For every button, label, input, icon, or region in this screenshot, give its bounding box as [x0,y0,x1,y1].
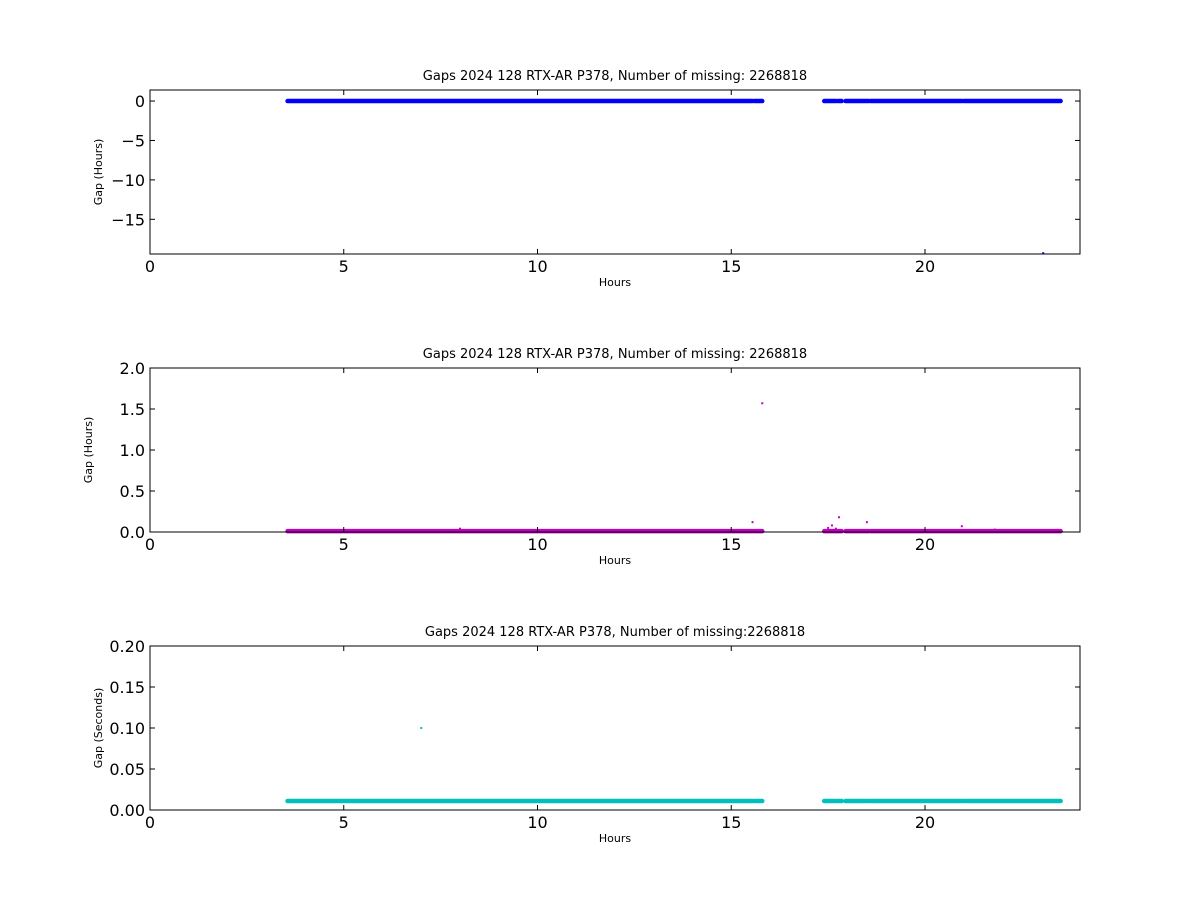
x-tick-label: 5 [339,813,349,832]
x-tick-label: 15 [721,535,741,554]
axes-frame [149,645,1081,811]
x-axis-label: Hours [599,832,631,845]
y-tick-label: −10 [111,171,145,190]
y-tick-label: 0.05 [109,760,145,779]
y-axis-label: Gap (Hours) [82,417,95,484]
x-tick-label: 5 [339,257,349,276]
y-tick-label: 0.15 [109,678,145,697]
x-axis-label: Hours [599,276,631,289]
y-axis-label: Gap (Hours) [92,139,105,206]
x-tick-label: 10 [527,813,547,832]
x-tick-label: 20 [915,535,935,554]
data-point-4 [827,526,830,529]
y-tick-label: 0.5 [120,482,145,501]
data-point-10 [993,528,996,531]
y-tick-label: 0.20 [109,637,145,656]
subplot-3: 0 5 10 15 20 0.00 0.05 0.10 0.15 0.20 Gaps 2024 12… [92,625,1081,845]
y-tick-label: 0.0 [120,523,145,542]
data-point-9 [960,525,963,528]
y-tick-label: 0.10 [109,719,145,738]
x-tick-label: 15 [721,813,741,832]
x-tick-label: 10 [527,257,547,276]
data-point-6 [834,527,837,530]
axes-frame [149,367,1081,533]
chart-title: Gaps 2024 128 RTX-AR P378, Number of mis… [423,347,807,362]
subplot-1: 0 5 10 15 20 0 −5 −10 −15 Gaps 2024 128 RTX-AR P3… [92,69,1081,289]
x-tick-label: 5 [339,535,349,554]
y-tick-label: 1.5 [120,400,145,419]
x-tick-label: 20 [915,813,935,832]
y-tick-label: 2.0 [120,359,145,378]
x-tick-label: 0 [145,813,155,832]
x-axis-label: Hours [599,554,631,567]
subplot-2: 0 5 10 15 20 0.0 0.5 1.0 1.5 2.0 Gaps 2024 128 RTX… [82,347,1081,567]
x-tick-label: 0 [145,257,155,276]
y-tick-label: 0 [135,92,145,111]
y-tick-label: −15 [111,210,145,229]
data-point-2 [751,521,754,524]
x-tick-label: 0 [145,535,155,554]
data-point-5 [831,524,833,527]
y-tick-label: 0.00 [109,801,145,820]
chart-title: Gaps 2024 128 RTX-AR P378, Number of mis… [425,625,805,640]
data-point-8 [865,521,868,524]
data-point-7 [837,516,840,519]
x-tick-label: 15 [721,257,741,276]
data-point-1 [459,527,461,530]
y-tick-label: 1.0 [120,441,145,460]
y-tick-label: −5 [121,131,145,150]
data-point-1 [420,727,423,729]
data-point-3 [761,402,764,405]
chart-title: Gaps 2024 128 RTX-AR P378, Number of mis… [423,69,807,84]
axes-frame [149,89,1081,255]
x-tick-label: 10 [527,535,547,554]
y-axis-label: Gap (Seconds) [92,688,105,769]
data-point-1 [1042,252,1045,255]
x-tick-label: 20 [915,257,935,276]
